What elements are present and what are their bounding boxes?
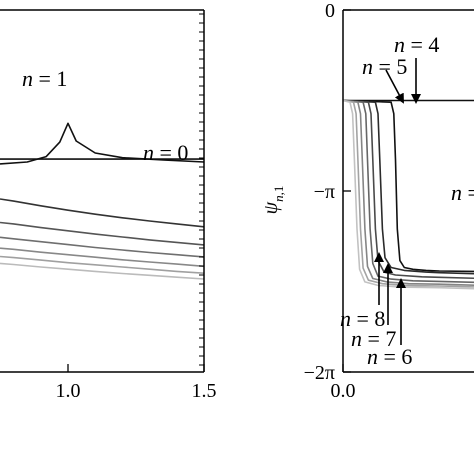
panel2-series-line-7 (343, 99, 474, 290)
label-n4: n = 4 (394, 32, 439, 57)
panel2-series-line-2 (343, 99, 474, 275)
left-right-minor-ticks (199, 13, 204, 366)
label-n0: n = 0 (143, 140, 188, 165)
panel2-series-line-4 (343, 99, 474, 284)
right-panel: 0−π−2π 0.0 ψn,1 n = 4 n = 5 n = 8 n = 7 … (260, 0, 474, 402)
label-n5: n = 5 (362, 54, 407, 79)
panel1-series-line-5 (0, 247, 204, 268)
panel1-series-line-4 (0, 236, 204, 258)
y-tick-label-0: 0 (325, 0, 335, 22)
arrow-n5 (385, 69, 404, 104)
panel2-series-line-6 (343, 99, 474, 288)
right-x-ticks: 0.0 (331, 364, 356, 402)
panel1-series-line-7 (0, 262, 204, 280)
y-axis-label: ψn,1 (260, 186, 286, 215)
left-x-ticks: 1.0 1.5 (56, 364, 217, 402)
panel1-series-line-2 (0, 198, 204, 228)
panel1-x-tick-label-0: 1.0 (56, 380, 81, 402)
label-n7: n = 7 (351, 326, 396, 351)
right-y-ticks: 0 −π −2π (304, 0, 351, 384)
panel1-x-tick-label-1: 1.5 (192, 380, 217, 402)
y-tick-label-1: −π (314, 181, 335, 203)
panel2-series-line-5 (343, 99, 474, 286)
label-n8: n = 8 (340, 306, 385, 331)
left-series-group (0, 122, 204, 280)
panel1-series-line-3 (0, 221, 204, 246)
label-n6: n = 6 (367, 344, 412, 369)
panel2-series-line-1 (343, 99, 474, 273)
panel2-x-tick-label-0: 0.0 (331, 380, 356, 402)
label-n-cut: n = (451, 180, 474, 205)
y-tick-label-2: −2π (304, 362, 335, 384)
left-panel: 1.0 1.5 n = 1 n = 0 (0, 9, 217, 402)
label-n1: n = 1 (22, 66, 67, 91)
panel1-series-line-6 (0, 255, 204, 274)
